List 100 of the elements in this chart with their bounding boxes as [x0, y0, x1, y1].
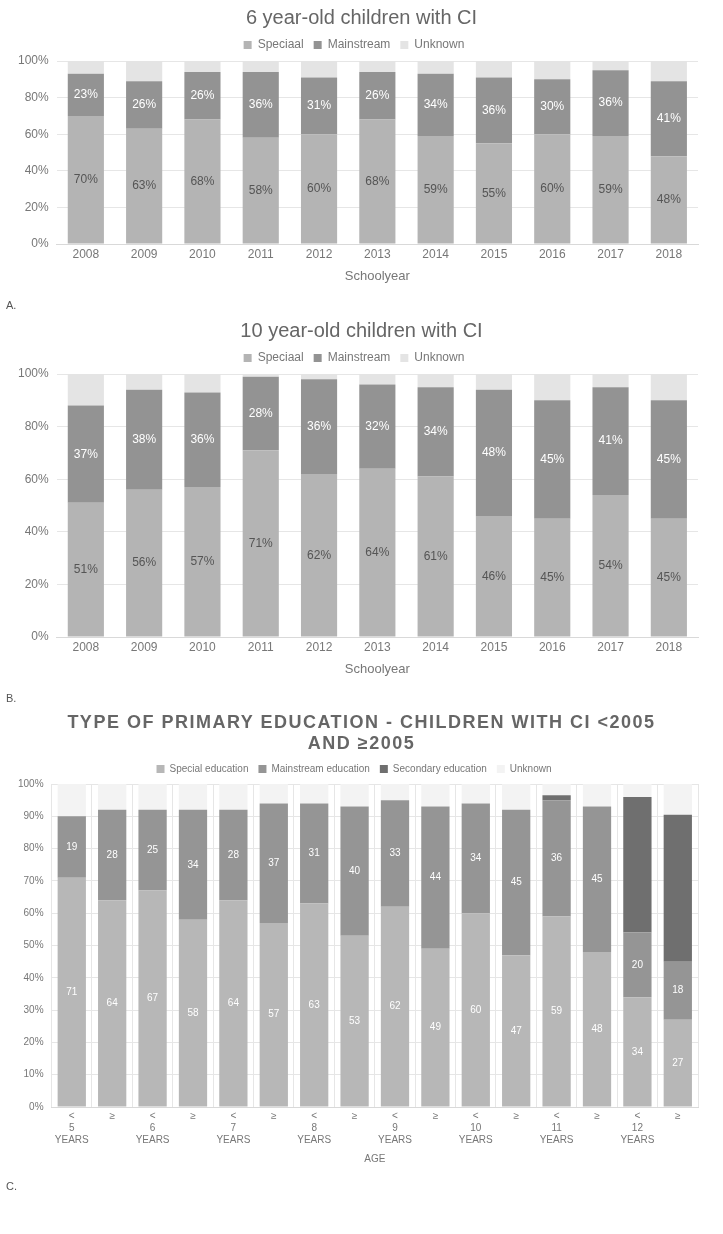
data-label: 40: [349, 864, 361, 876]
data-label: 53: [349, 1014, 361, 1026]
data-label: 48%: [656, 192, 682, 207]
y-tick-label: 0%: [31, 236, 50, 251]
bar: [259, 803, 288, 923]
bar: [421, 948, 450, 1107]
data-label: 57%: [190, 554, 215, 569]
data-label: 33: [389, 847, 401, 859]
data-label: 45%: [656, 451, 682, 466]
y-tick-label: 60%: [24, 471, 50, 486]
data-label: 45%: [656, 569, 682, 584]
legend-label: Mainstream: [327, 37, 391, 52]
bar: [184, 487, 221, 637]
data-label: 36%: [248, 97, 274, 112]
y-tick-label: 10%: [23, 1068, 44, 1080]
bar: [67, 115, 104, 244]
data-label: 38%: [132, 432, 157, 447]
legend-label: Unknown: [414, 37, 465, 52]
data-label: 60%: [307, 181, 332, 196]
bar: [300, 803, 329, 904]
y-tick-label: 80%: [24, 89, 50, 104]
data-label: 18: [672, 984, 684, 996]
text: C.: [6, 1180, 17, 1192]
x-tick-label: < 7 YEARS: [216, 1109, 251, 1145]
data-label: 62: [389, 1000, 401, 1012]
legend-label: Speciaal: [257, 350, 304, 365]
data-label: 27: [672, 1056, 684, 1068]
bar: [542, 795, 571, 801]
bar: [126, 489, 163, 637]
data-label: 51%: [73, 562, 99, 576]
bar: [359, 71, 396, 120]
bar: [178, 809, 208, 920]
bar: [178, 919, 208, 1107]
bar: [417, 136, 454, 244]
bar: [178, 784, 208, 810]
bar: [259, 922, 288, 1107]
data-label: 68%: [365, 173, 390, 188]
x-tick-label: 2015: [480, 246, 508, 261]
data-label: 49: [429, 1021, 442, 1033]
bar: [663, 961, 692, 1020]
x-tick-label: < 8 YEARS: [297, 1109, 332, 1145]
bar: [98, 784, 127, 810]
bar: [126, 128, 163, 244]
data-label: 34: [187, 858, 199, 870]
data-label: 54%: [598, 558, 623, 573]
bar: [359, 119, 396, 244]
x-tick-label: ≥: [513, 1109, 520, 1121]
x-tick-label: 2016: [538, 639, 566, 654]
bar: [592, 387, 629, 495]
data-label: 31%: [307, 98, 332, 113]
bar: [300, 784, 329, 804]
x-axis-title: Schoolyear: [344, 267, 411, 283]
bar: [421, 784, 450, 807]
bar: [417, 387, 454, 477]
bar: [582, 806, 612, 952]
x-tick-label: 2010: [189, 639, 217, 654]
data-label: 59%: [423, 182, 448, 197]
bar: [650, 156, 687, 244]
bar: [242, 376, 279, 451]
y-tick-label: 40%: [24, 163, 50, 178]
legend-label: Speciaal: [257, 37, 304, 52]
x-tick-label: 2010: [189, 246, 217, 261]
data-label: 61%: [423, 548, 448, 563]
bar: [340, 935, 369, 1107]
data-label: 45: [591, 873, 603, 885]
data-label: 46%: [481, 568, 507, 583]
x-tick-label: 2011: [247, 246, 274, 261]
data-label: 31: [308, 847, 321, 859]
y-tick-label: 100%: [18, 777, 44, 789]
data-label: 58: [187, 1006, 199, 1018]
x-tick-label: ≥: [351, 1109, 358, 1121]
data-label: 41%: [656, 110, 682, 125]
bar: [650, 518, 687, 637]
bar: [219, 900, 248, 1107]
bar: [663, 814, 692, 962]
x-axis-title: AGE: [364, 1152, 386, 1164]
chart-title: TYPE OF PRIMARY EDUCATION - CHILDREN WITH CI <2005 AND ≥2005: [66, 711, 657, 754]
x-tick-label: < 9 YEARS: [378, 1109, 413, 1145]
bar: [663, 1019, 692, 1107]
x-tick-label: 2018: [655, 639, 683, 654]
bar: [502, 809, 531, 956]
y-tick-label: 30%: [23, 1003, 44, 1015]
x-tick-label: 2008: [72, 639, 100, 654]
bar: [592, 136, 629, 244]
data-label: 41%: [598, 433, 623, 448]
data-label: 62%: [307, 547, 332, 562]
y-tick-label: 80%: [24, 418, 50, 433]
x-tick-label: 2017: [597, 639, 625, 654]
y-tick-label: 100%: [17, 366, 50, 381]
data-label: 71%: [248, 535, 274, 550]
bar: [300, 379, 338, 474]
legend-label: Mainstream education: [271, 762, 370, 774]
bar: [475, 77, 513, 144]
data-label: 36%: [481, 102, 507, 117]
x-tick-label: ≥: [432, 1109, 439, 1121]
bar: [126, 389, 163, 490]
data-label: 60%: [540, 181, 565, 196]
bar: [461, 913, 490, 1107]
data-label: 64%: [365, 544, 390, 559]
bar: [259, 784, 288, 804]
